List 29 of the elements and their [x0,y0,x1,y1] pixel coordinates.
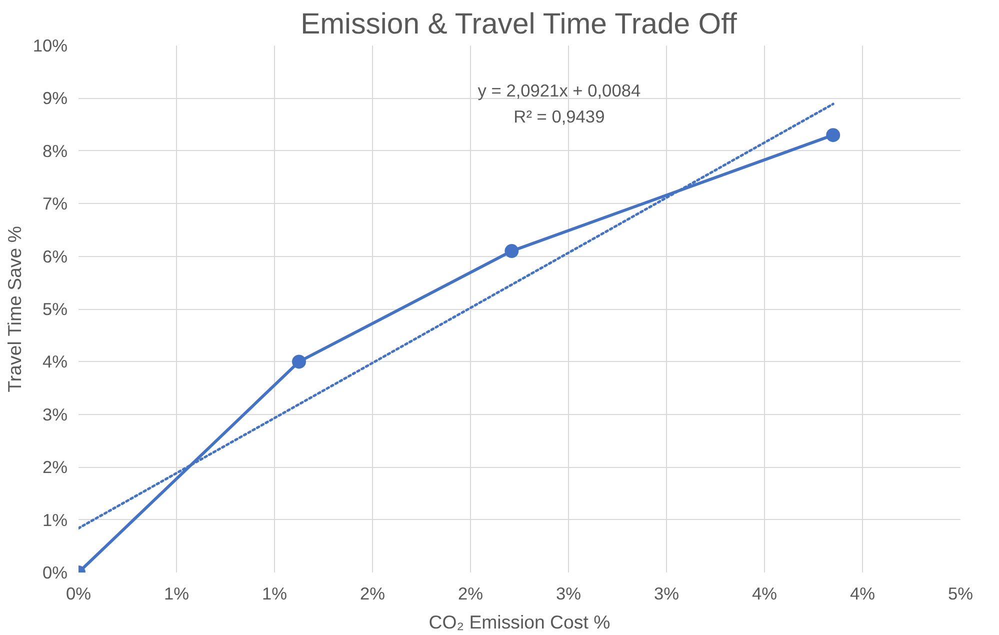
x-tick-label: 3% [556,584,582,604]
y-tick-label: 9% [42,88,68,108]
x-tick-label: 4% [850,584,876,604]
annotation: R² = 0,9439 [514,106,605,127]
x-tick-label: 4% [752,584,778,604]
x-tick-label: 0% [66,584,92,604]
annotation: y = 2,0921x + 0,0084 [478,80,641,100]
y-tick-label: 0% [42,562,68,582]
y-tick-label: 8% [42,140,68,161]
x-tick-label: 3% [654,584,680,604]
point [504,244,519,258]
point [292,354,306,369]
x-tick-label: 2% [360,584,386,604]
y-tick-label: 10% [32,36,68,56]
x-tick-label: 1% [262,584,288,604]
y-tick-label: 1% [42,510,68,530]
x-tick-label: 2% [458,584,484,604]
point [826,128,840,142]
chart-title: Emission & Travel Time Trade Off [300,8,738,40]
y-axis-title: Travel Time Save % [4,226,25,392]
x-tick-label: 5% [948,584,974,604]
y-tick-label: 2% [42,457,68,478]
x-axis-title: CO₂ Emission Cost % [428,612,610,632]
y-tick-label: 3% [42,404,68,424]
y-tick-label: 6% [42,246,68,266]
y-tick-label: 7% [42,194,68,214]
y-tick-label: 5% [42,299,68,319]
x-tick-label: 1% [164,584,190,604]
y-tick-label: 4% [42,352,68,372]
